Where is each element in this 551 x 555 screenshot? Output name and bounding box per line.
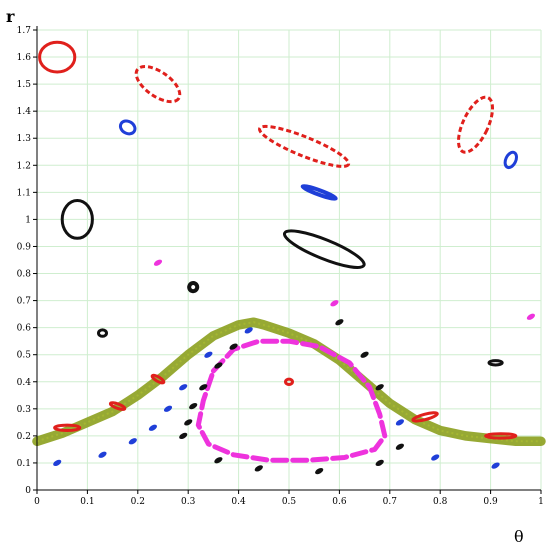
y-tick-label-14: 1.4 bbox=[17, 107, 32, 117]
series-3-point-0 bbox=[53, 459, 62, 467]
x-tick-label-5: 0.5 bbox=[282, 497, 297, 507]
x-tick-label-7: 0.7 bbox=[383, 497, 398, 507]
series-7-point-0 bbox=[153, 259, 163, 266]
y-tick-label-2: 0.2 bbox=[17, 432, 31, 442]
y-tick-label-3: 0.3 bbox=[17, 405, 32, 415]
series-5-point-5 bbox=[229, 343, 238, 350]
series-6-orbit bbox=[195, 338, 388, 463]
series-1-island-5 bbox=[108, 401, 127, 411]
series-2-island-0 bbox=[118, 119, 137, 136]
series-3-point-9 bbox=[431, 454, 440, 461]
y-tick-label-11: 1.1 bbox=[17, 188, 31, 198]
y-tick-label-0: 0 bbox=[25, 486, 31, 496]
series-4-island-2 bbox=[187, 281, 200, 294]
series-1-island-4 bbox=[53, 423, 82, 432]
series-5-point-9 bbox=[375, 459, 384, 467]
series-5-point-13 bbox=[375, 384, 384, 391]
series-5-point-4 bbox=[214, 362, 223, 369]
series-1-island-0 bbox=[38, 40, 77, 74]
series-5-point-3 bbox=[199, 384, 208, 391]
series-5-point-11 bbox=[335, 319, 344, 326]
islands-layer bbox=[38, 40, 518, 463]
tick-labels: 0 0.1 0.2 0.3 0.4 0.5 0.6 0.7 0.8 0.9 1 0 0.1 0.2 0.3 0… bbox=[17, 26, 544, 507]
x-tick-label-3: 0.3 bbox=[181, 497, 196, 507]
x-tick-label-4: 0.4 bbox=[231, 497, 246, 507]
series-5-point-6 bbox=[214, 457, 223, 464]
series-4-island-4 bbox=[487, 359, 504, 367]
y-tick-label-5: 0.5 bbox=[17, 351, 32, 361]
series-7-point-1 bbox=[330, 300, 339, 307]
x-tick-label-10: 1 bbox=[538, 497, 544, 507]
y-tick-label-9: 0.9 bbox=[17, 243, 32, 253]
y-tick-label-10: 1 bbox=[25, 215, 31, 225]
series-5-point-12 bbox=[360, 351, 369, 358]
series-5-point-10 bbox=[395, 443, 404, 450]
x-tick-label-2: 0.2 bbox=[131, 497, 145, 507]
series-1-island-1 bbox=[134, 65, 182, 104]
y-axis-label: r bbox=[6, 7, 15, 26]
x-tick-label-6: 0.6 bbox=[332, 497, 347, 507]
series-5-point-8 bbox=[315, 467, 324, 475]
y-tick-label-13: 1.3 bbox=[17, 134, 32, 144]
series-3-point-2 bbox=[128, 438, 137, 445]
y-tick-label-6: 0.6 bbox=[17, 324, 32, 334]
x-tick-label-9: 0.9 bbox=[483, 497, 498, 507]
series-1-island-3 bbox=[456, 95, 495, 154]
series-5-point-0 bbox=[179, 432, 188, 440]
series-3-point-8 bbox=[395, 419, 404, 426]
series-1-island-8 bbox=[411, 411, 439, 423]
y-tick-label-4: 0.4 bbox=[17, 378, 32, 388]
series-4-island-0 bbox=[60, 199, 94, 240]
series-1-island-7 bbox=[284, 377, 294, 386]
series-7-point-2 bbox=[526, 313, 535, 320]
x-tick-label-1: 0.1 bbox=[80, 497, 94, 507]
series-4-island-1 bbox=[282, 229, 366, 269]
series-5-point-1 bbox=[184, 419, 193, 426]
series-0-band-texture bbox=[36, 321, 541, 443]
y-tick-label-12: 1.2 bbox=[17, 161, 31, 171]
series-2-island-2 bbox=[503, 150, 518, 170]
series-4-island-3 bbox=[97, 328, 108, 338]
series-1-island-2 bbox=[258, 124, 351, 168]
chaotic-band-layer bbox=[32, 317, 546, 447]
series-1-island-9 bbox=[484, 432, 518, 440]
x-tick-label-0: 0 bbox=[34, 497, 40, 507]
series-3-point-5 bbox=[179, 384, 188, 391]
y-tick-label-16: 1.6 bbox=[17, 53, 32, 63]
series-5-point-7 bbox=[254, 465, 263, 472]
series-3-point-7 bbox=[244, 327, 253, 334]
y-tick-label-8: 0.8 bbox=[17, 270, 32, 280]
series-3-point-4 bbox=[163, 405, 173, 412]
dashes-layer bbox=[53, 259, 535, 475]
y-tick-label-17: 1.7 bbox=[17, 26, 32, 36]
x-tick-label-8: 0.8 bbox=[433, 497, 448, 507]
y-tick-label-1: 0.1 bbox=[17, 459, 31, 469]
series-3-point-3 bbox=[148, 424, 157, 431]
series-3-point-1 bbox=[98, 451, 107, 458]
series-2-island-1 bbox=[300, 184, 338, 201]
series-5-point-2 bbox=[189, 402, 198, 410]
series-3-point-10 bbox=[491, 462, 500, 469]
y-tick-label-15: 1.5 bbox=[17, 80, 32, 90]
series-3-point-6 bbox=[204, 351, 213, 358]
x-axis-label: θ bbox=[514, 527, 524, 546]
series-1-island-6 bbox=[150, 373, 166, 385]
y-tick-label-7: 0.7 bbox=[17, 297, 32, 307]
